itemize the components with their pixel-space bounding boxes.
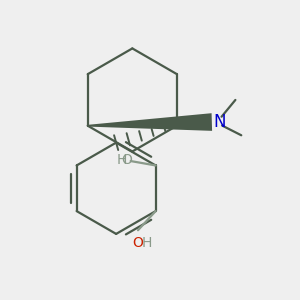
Polygon shape (88, 113, 212, 131)
Text: H: H (142, 236, 152, 250)
Text: O: O (133, 236, 143, 250)
Text: O: O (122, 153, 132, 167)
Text: N: N (213, 113, 225, 131)
Text: H: H (117, 153, 127, 167)
